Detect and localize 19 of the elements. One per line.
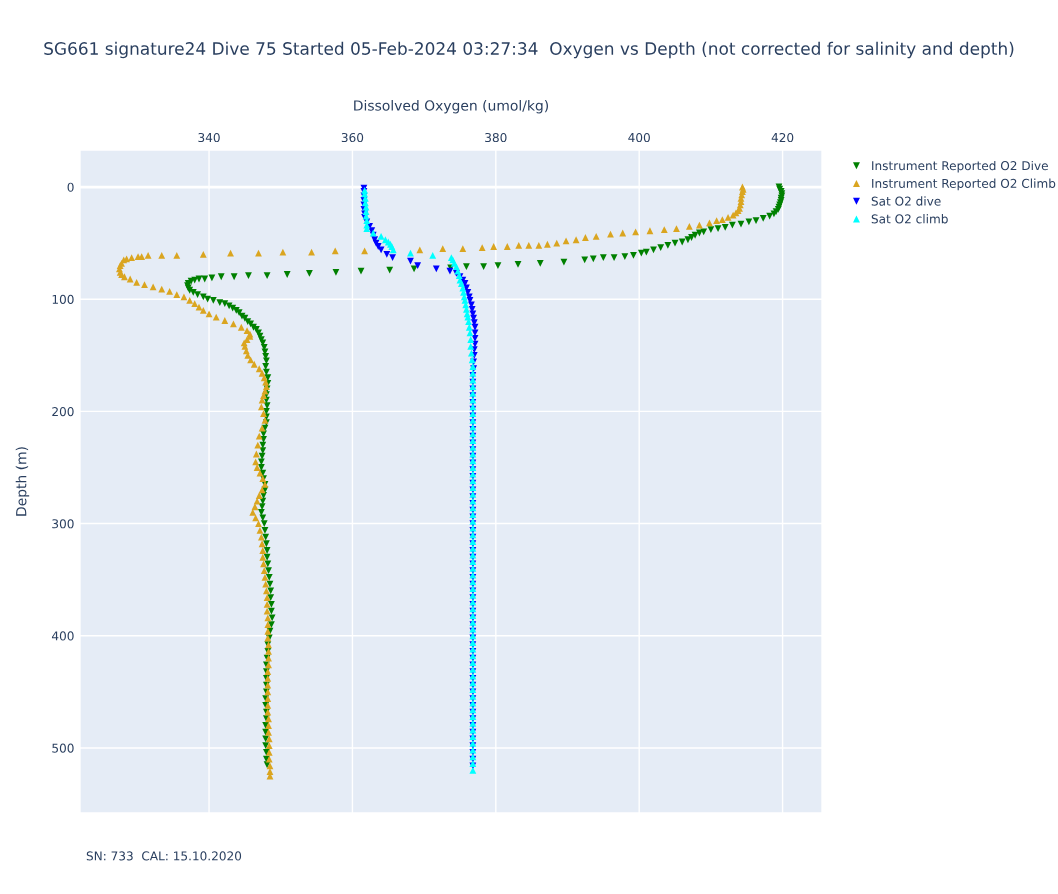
y-tick-label: 300 (52, 519, 74, 529)
legend-label: Instrument Reported O2 Dive (872, 160, 1048, 173)
x-tick-label: 380 (485, 132, 507, 143)
y-tick-label: 0 (67, 182, 74, 192)
y-axis-title: Depth (m) (15, 447, 30, 516)
chart-title: SG661 signature24 Dive 75 Started 05-Feb-2024 03:27:34 Oxygen vs Depth (not corrected for salinity and depth) (44, 41, 1014, 59)
y-tick-label: 400 (51, 631, 74, 641)
legend-label: Instrument Reported O2 Climb (872, 178, 1056, 191)
x-axis-title: Dissolved Oxygen (umol/kg) (354, 99, 548, 114)
y-tick-label: 100 (52, 294, 74, 304)
y-tick-label: 500 (52, 743, 74, 753)
x-tick-label: 400 (628, 132, 650, 143)
x-tick-label: 340 (198, 132, 220, 143)
y-tick-label: 200 (52, 407, 74, 417)
legend-label: Sat O2 climb (871, 214, 948, 224)
text: SN: 733 CAL: 15.10.2020 (86, 851, 242, 861)
x-tick-label: 420 (771, 132, 794, 143)
legend-label: Sat O2 dive (871, 196, 941, 206)
x-tick-label: 360 (341, 132, 364, 143)
